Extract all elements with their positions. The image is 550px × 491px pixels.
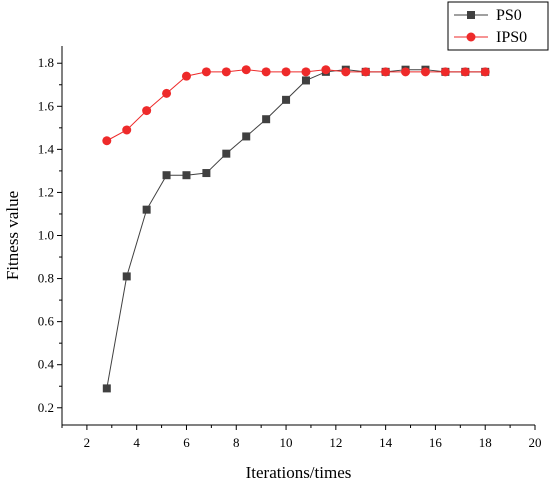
data-point-ips0 (221, 67, 231, 77)
data-point-ips0 (162, 88, 172, 98)
x-tick-label: 18 (479, 435, 492, 450)
series-group (102, 65, 490, 393)
x-tick-label: 16 (429, 435, 443, 450)
data-point-ips0 (102, 136, 112, 146)
legend-marker-ps0 (467, 11, 475, 19)
data-point-ps0 (242, 132, 251, 141)
x-tick-label: 2 (84, 435, 91, 450)
y-tick-label: 1.8 (38, 55, 54, 70)
y-tick-label: 1.4 (38, 141, 55, 156)
x-tick-label: 12 (329, 435, 342, 450)
legend-box (447, 1, 549, 51)
data-point-ips0 (381, 67, 391, 77)
x-tick-label: 6 (183, 435, 190, 450)
data-point-ips0 (301, 67, 311, 77)
y-axis-title: Fitness value (3, 191, 22, 280)
legend-marker-ips0 (466, 32, 476, 42)
legend-label-ps0: PS0 (496, 7, 522, 24)
y-tick-label: 1.2 (38, 184, 54, 199)
y-tick-label: 1.6 (38, 98, 55, 113)
y-tick-label: 0.2 (38, 400, 54, 415)
data-point-ips0 (261, 67, 271, 77)
x-tick-label: 4 (133, 435, 140, 450)
data-point-ps0 (301, 76, 310, 85)
data-point-ips0 (440, 67, 450, 77)
x-axis-title: Iterations/times (246, 463, 352, 482)
data-point-ps0 (102, 384, 111, 393)
data-point-ps0 (142, 205, 151, 214)
data-point-ips0 (321, 65, 331, 75)
data-point-ps0 (262, 115, 271, 124)
data-point-ips0 (460, 67, 470, 77)
data-point-ips0 (420, 67, 430, 77)
series-line-ps0 (106, 69, 486, 389)
x-tick-label: 10 (280, 435, 293, 450)
data-point-ps0 (122, 272, 131, 281)
data-point-ips0 (122, 125, 132, 135)
data-point-ips0 (401, 67, 411, 77)
y-tick-label: 0.8 (38, 271, 54, 286)
y-tick-label: 0.6 (38, 314, 55, 329)
data-point-ips0 (241, 65, 251, 75)
y-tick-label: 1.0 (38, 228, 54, 243)
x-tick-label: 20 (529, 435, 542, 450)
data-point-ips0 (181, 71, 191, 81)
data-point-ips0 (361, 67, 371, 77)
data-point-ips0 (201, 67, 211, 77)
legend: PS0 IPS0 (447, 1, 549, 51)
x-tick-label: 14 (379, 435, 393, 450)
x-tick-label: 8 (233, 435, 240, 450)
data-point-ps0 (202, 169, 211, 178)
data-point-ips0 (480, 67, 490, 77)
axes-group: 2 4 6 8 10 12 14 16 18 20 0.2 0.4 0.6 0.8 1.0 1.2 1.4 1.6… (38, 46, 542, 450)
y-tick-label: 0.4 (38, 357, 55, 372)
data-point-ps0 (282, 95, 291, 104)
data-point-ps0 (162, 171, 171, 180)
data-point-ips0 (142, 106, 152, 116)
data-point-ps0 (182, 171, 191, 180)
data-point-ips0 (341, 67, 351, 77)
legend-label-ips0: IPS0 (496, 29, 527, 46)
data-point-ps0 (222, 149, 231, 158)
data-point-ips0 (281, 67, 291, 77)
series-line-ips0 (106, 69, 486, 142)
